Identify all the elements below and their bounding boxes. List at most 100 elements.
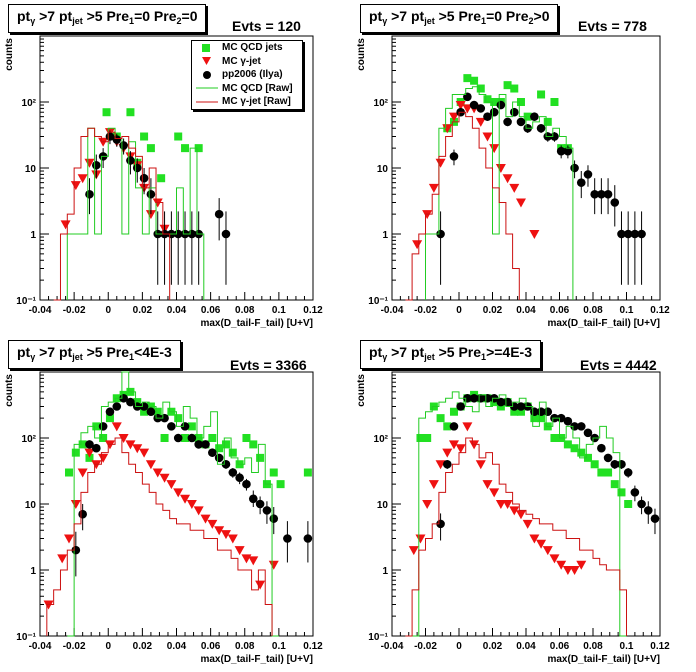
x-tick-label: 0.02 (133, 641, 153, 652)
x-tick-label: 0.1 (620, 641, 634, 652)
y-tick-label: 10⁻¹ (16, 632, 36, 643)
events-count: Evts = 120 (232, 18, 301, 34)
gamma-jet-point (495, 164, 506, 173)
gamma-jet-point (415, 534, 426, 544)
qcd-jets-point (583, 453, 592, 462)
x-tick-label: 0.12 (650, 305, 670, 316)
data-point (563, 146, 573, 156)
data-point (228, 468, 238, 477)
gamma-jet-point (77, 174, 88, 184)
x-tick-label: 0.1 (272, 305, 286, 316)
data-point (255, 499, 265, 509)
data-point (536, 123, 546, 133)
x-tick-label: -0.04 (381, 305, 404, 316)
y-tick-label: 10 (377, 164, 389, 175)
data-point (187, 433, 197, 443)
gamma-jet-point (214, 526, 225, 536)
gamma-jet-point (248, 556, 259, 566)
qcd-raw-histogram (67, 371, 279, 637)
gamma-jet-point (255, 580, 266, 590)
gamma-jet-point (227, 534, 238, 544)
qcd-jets-point (153, 407, 162, 416)
qcd-jets-point (604, 468, 613, 477)
y-tick-label: 1 (382, 230, 388, 241)
gamma-jet-point (435, 460, 446, 470)
qcd-jets-point (537, 90, 546, 99)
y-tick-label: 1 (30, 566, 36, 577)
x-tick-label: -0.04 (29, 305, 52, 316)
gamma-jet-point (462, 104, 473, 114)
y-tick-label: 10 (25, 500, 37, 511)
qcd-jets-point (181, 434, 190, 442)
qcd-jets-point (276, 480, 285, 489)
legend-item: pp2006 (Ilya) (192, 68, 302, 82)
y-tick-label: 10² (374, 434, 389, 445)
qcd-jets-point (423, 434, 432, 442)
gamma-jet-point (193, 506, 204, 516)
data-point (650, 514, 660, 523)
qcd-jets-point (470, 76, 479, 85)
data-point (563, 416, 573, 426)
x-tick-label: 0.06 (201, 305, 221, 316)
qcd-jets-point (510, 84, 519, 93)
gamma-jet-point (220, 530, 231, 540)
legend-item: MC QCD jets (192, 41, 302, 55)
y-tick-label: 1 (382, 566, 388, 577)
gamma-jet-point (482, 480, 493, 490)
gamma-jet-point (180, 494, 191, 504)
data-point (78, 509, 87, 519)
qcd-jets-point (537, 414, 546, 423)
data-point (603, 189, 613, 199)
y-tick-label: 10⁻¹ (16, 296, 36, 307)
data-point (126, 397, 135, 407)
qcd-jets-point (126, 108, 135, 117)
qcd-jets-point (496, 402, 505, 411)
x-tick-label: 0.08 (583, 305, 603, 316)
x-tick-label: -0.02 (63, 305, 86, 316)
x-tick-label: 0 (105, 641, 111, 652)
data-point (583, 428, 593, 438)
gamma-jet-point (569, 566, 580, 575)
qcd-jets-point (208, 434, 217, 442)
gamma-jet-point (509, 506, 520, 516)
legend: MC QCD jets MC γ-jet pp2006 (Ilya) MC QC… (191, 40, 303, 110)
y-tick-label: 10² (22, 98, 37, 109)
data-point (303, 534, 313, 543)
data-point (576, 422, 586, 431)
data-point (85, 440, 94, 449)
qcd-jets-point (530, 414, 539, 423)
x-tick-label: 0.06 (201, 641, 221, 652)
gamma-jet-point (70, 500, 81, 509)
gamma-jet-point (495, 500, 506, 509)
data-point (623, 468, 633, 477)
gamma-jet-point (132, 444, 143, 454)
gamma-jet-point (442, 124, 453, 134)
gamma-jet-point (428, 480, 439, 490)
panel-header: ptγ >7 ptjet >5 Pre1=0 Pre2=0 (8, 4, 207, 33)
qcd-jets-point (78, 440, 87, 449)
data-point (146, 189, 156, 199)
data-point (543, 407, 553, 417)
data-point (583, 170, 593, 179)
legend-item: MC γ-jet (192, 55, 302, 69)
gamma-raw-histogram (46, 437, 273, 636)
data-point (92, 443, 101, 453)
qcd-jets-point (256, 453, 265, 462)
qcd-jets-point (160, 434, 169, 442)
gamma-jet-point (549, 554, 560, 564)
data-point (221, 229, 231, 239)
data-point (248, 494, 258, 504)
data-point (105, 407, 115, 417)
qcd-jets-point (174, 414, 183, 423)
qcd-jets-point (503, 81, 512, 90)
data-point (449, 152, 459, 161)
data-point (617, 459, 626, 469)
qcd-jets-point (590, 460, 599, 469)
gamma-jet-point (268, 560, 279, 570)
gamma-jet-point (455, 444, 466, 454)
x-tick-label: 0.04 (516, 305, 536, 316)
gamma-raw-histogram (405, 437, 627, 637)
qcd-jets-point (617, 488, 626, 497)
data-point (496, 397, 506, 407)
data-point (590, 189, 599, 199)
